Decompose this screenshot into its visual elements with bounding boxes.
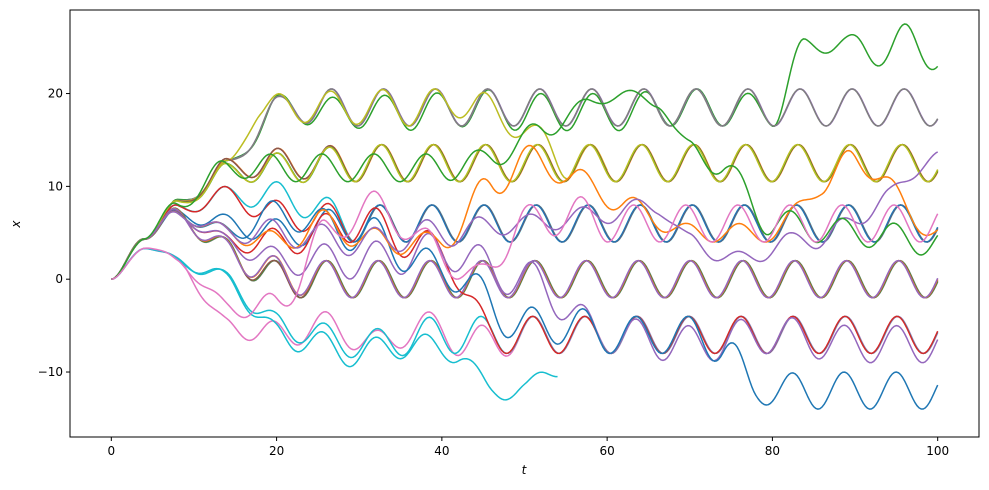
series-line-17: [111, 247, 939, 357]
x-tick-label: 20: [269, 444, 284, 458]
y-tick-label: −10: [38, 365, 63, 379]
series-line-25: [111, 89, 939, 280]
x-axis-label: t: [522, 463, 528, 477]
series-line-22: [111, 247, 558, 401]
series-line-19: [111, 207, 939, 355]
series-line-7: [111, 143, 939, 280]
series-line-24: [111, 151, 939, 280]
x-tick-label: 40: [434, 444, 449, 458]
series-line-16: [111, 208, 939, 299]
x-axis-ticks: 0 20 40 60 80 100: [107, 437, 949, 458]
y-axis-ticks: −10 0 10 20: [38, 87, 70, 379]
series-line-3: [111, 88, 939, 280]
y-tick-label: 0: [55, 272, 63, 286]
series-line-8: [111, 143, 939, 280]
x-tick-label: 60: [599, 444, 614, 458]
y-tick-label: 20: [48, 87, 63, 101]
series-line-11: [111, 204, 939, 280]
series-line-26: [111, 190, 939, 319]
x-tick-label: 0: [107, 444, 115, 458]
series-layer: [111, 23, 939, 410]
y-axis-label: x: [9, 220, 23, 229]
plot-frame: [69, 9, 980, 438]
series-line-18: [111, 247, 939, 359]
series-line-20: [111, 210, 939, 364]
series-line-23: [111, 144, 939, 280]
y-tick-label: 10: [48, 179, 63, 193]
series-line-21: [111, 200, 939, 410]
x-tick-label: 80: [765, 444, 780, 458]
x-tick-label: 100: [926, 444, 949, 458]
series-line-4: [111, 88, 608, 280]
